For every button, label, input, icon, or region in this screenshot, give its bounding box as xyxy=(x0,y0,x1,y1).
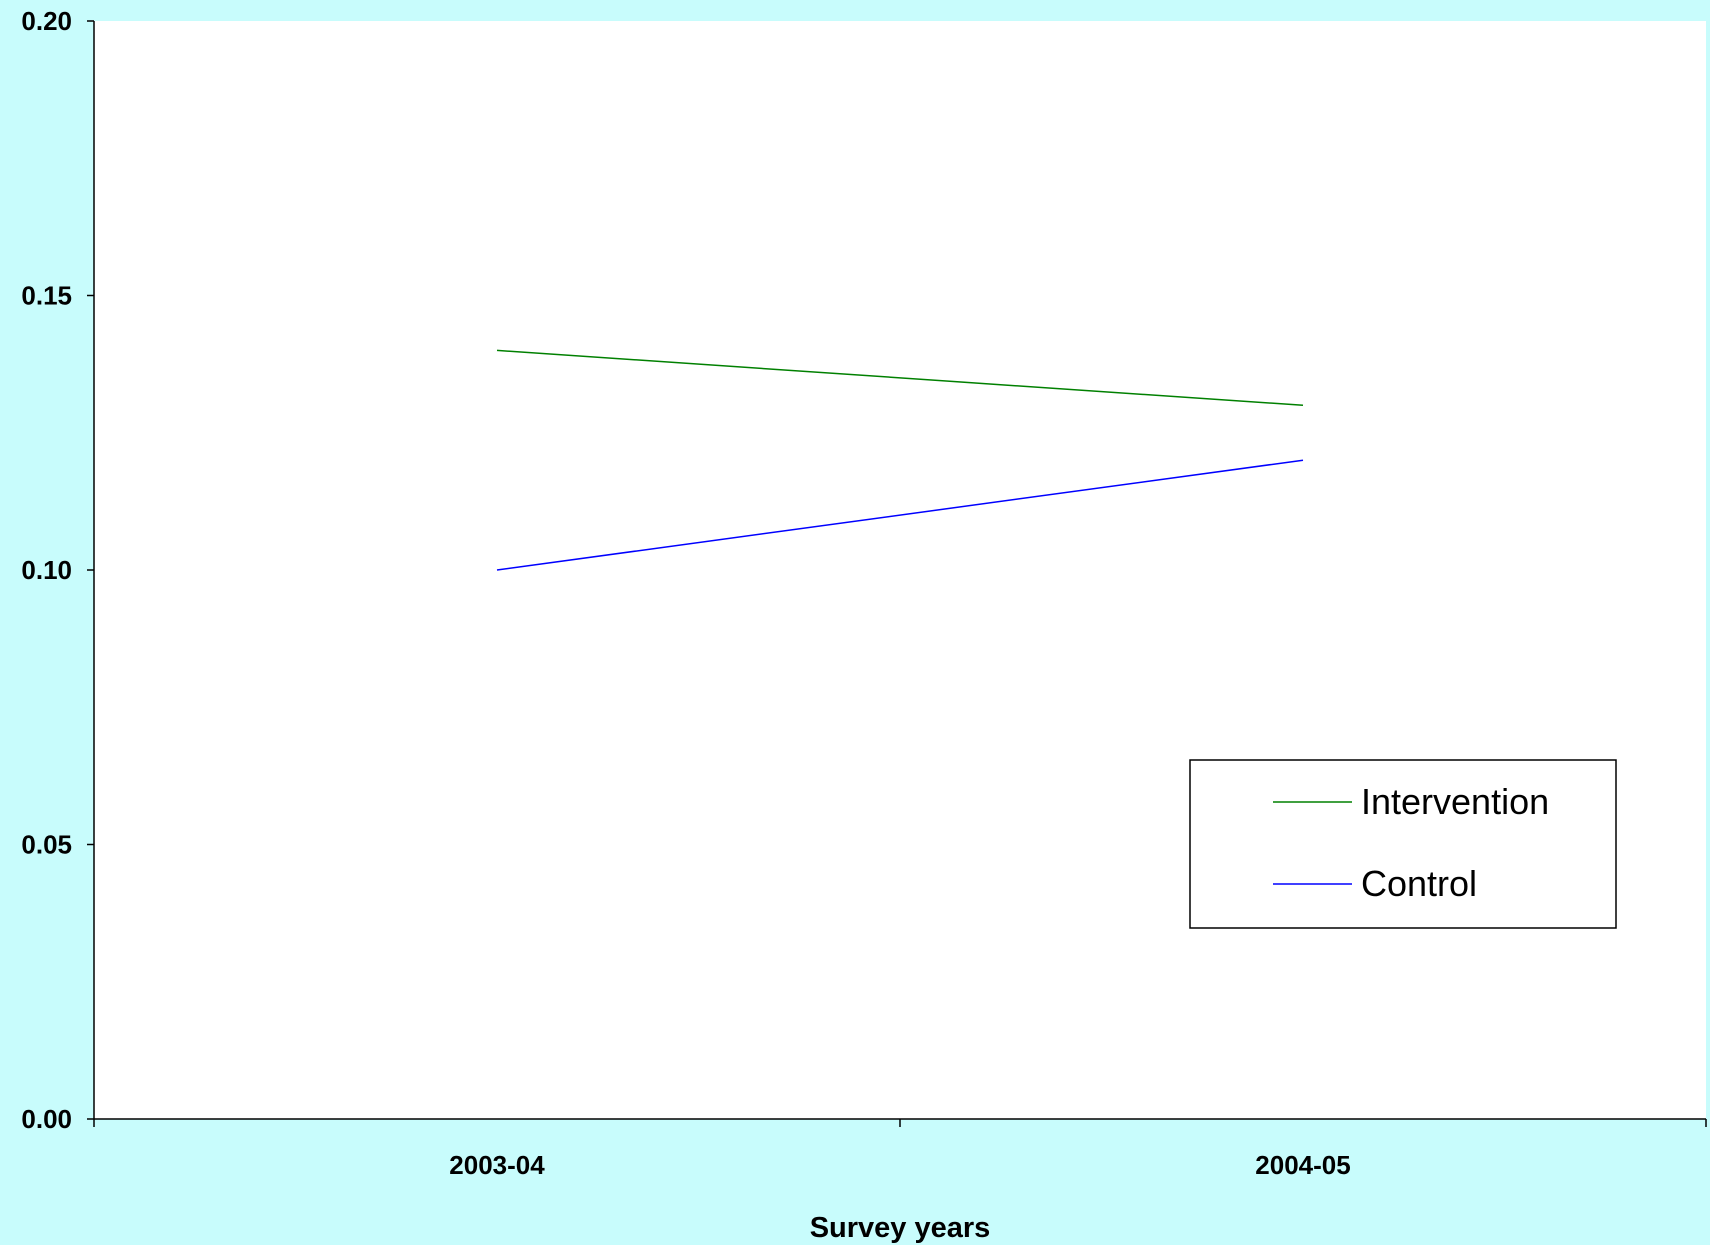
legend-box xyxy=(1189,759,1617,929)
y-tick-label: 0.10 xyxy=(21,555,72,585)
y-axis-ticks: 0.00 0.05 0.10 0.15 0.20 xyxy=(21,6,94,1134)
y-tick-label: 0.00 xyxy=(21,1104,72,1134)
series-line-intervention xyxy=(496,349,1304,407)
legend-label-intervention: Intervention xyxy=(1361,781,1549,822)
legend: Intervention Control xyxy=(1189,759,1617,929)
x-tick-label: 2004-05 xyxy=(1255,1150,1350,1180)
legend-label-control: Control xyxy=(1361,863,1477,904)
series-line-control xyxy=(496,459,1304,571)
x-axis-ticks: 2003-04 2004-05 xyxy=(93,1119,1707,1180)
y-tick-label: 0.20 xyxy=(21,6,72,36)
y-tick-label: 0.05 xyxy=(21,830,72,860)
plot-area xyxy=(94,21,1706,1119)
x-tick-label: 2003-04 xyxy=(449,1150,545,1180)
x-axis-title: Survey years xyxy=(810,1212,991,1244)
series-lines xyxy=(496,349,1304,571)
y-tick-label: 0.15 xyxy=(21,281,72,311)
